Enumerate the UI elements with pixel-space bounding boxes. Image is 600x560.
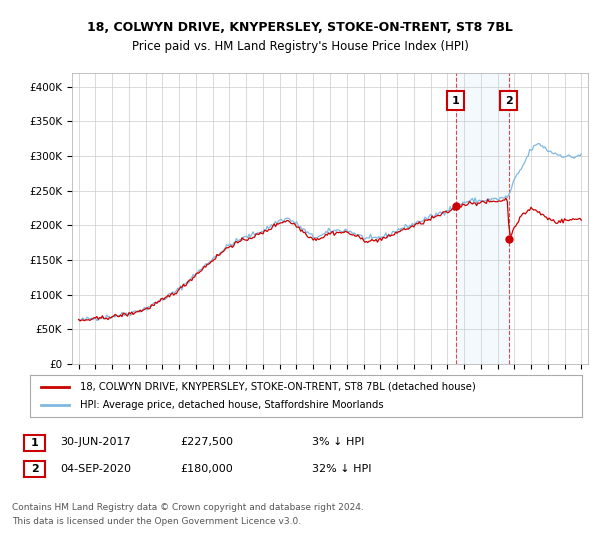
Text: 18, COLWYN DRIVE, KNYPERSLEY, STOKE-ON-TRENT, ST8 7BL (detached house): 18, COLWYN DRIVE, KNYPERSLEY, STOKE-ON-T… (80, 382, 475, 392)
Text: HPI: Average price, detached house, Staffordshire Moorlands: HPI: Average price, detached house, Staf… (80, 400, 383, 410)
Text: Contains HM Land Registry data © Crown copyright and database right 2024.: Contains HM Land Registry data © Crown c… (12, 503, 364, 512)
Text: 30-JUN-2017: 30-JUN-2017 (60, 437, 131, 447)
Bar (455, 73, 509, 364)
Text: 2: 2 (31, 464, 38, 474)
Text: 1: 1 (31, 438, 38, 448)
Text: 2: 2 (505, 96, 512, 105)
Text: 3% ↓ HPI: 3% ↓ HPI (312, 437, 364, 447)
Text: 32% ↓ HPI: 32% ↓ HPI (312, 464, 371, 474)
Text: Price paid vs. HM Land Registry's House Price Index (HPI): Price paid vs. HM Land Registry's House … (131, 40, 469, 53)
Text: £227,500: £227,500 (180, 437, 233, 447)
Text: 1: 1 (452, 96, 460, 105)
Text: This data is licensed under the Open Government Licence v3.0.: This data is licensed under the Open Gov… (12, 517, 301, 526)
Text: 18, COLWYN DRIVE, KNYPERSLEY, STOKE-ON-TRENT, ST8 7BL: 18, COLWYN DRIVE, KNYPERSLEY, STOKE-ON-T… (87, 21, 513, 34)
Text: 04-SEP-2020: 04-SEP-2020 (60, 464, 131, 474)
Text: £180,000: £180,000 (180, 464, 233, 474)
